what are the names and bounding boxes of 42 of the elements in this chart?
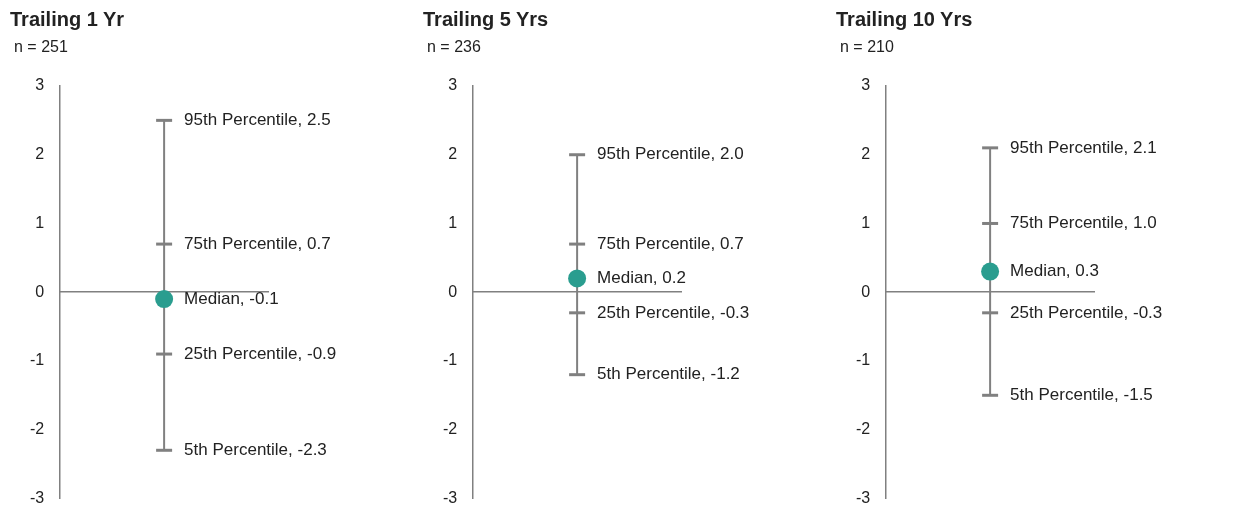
chart-title: Trailing 1 Yr bbox=[10, 8, 125, 31]
y-tick-label: -1 bbox=[855, 351, 871, 369]
y-tick-label: 1 bbox=[448, 213, 458, 231]
chart-title: Trailing 10 Yrs bbox=[836, 8, 973, 31]
annotation: 5th Percentile, -1.5 bbox=[1010, 384, 1153, 404]
chart-subtitle: n = 251 bbox=[14, 38, 68, 56]
chart-title: Trailing 5 Yrs bbox=[423, 8, 549, 31]
y-tick-label: -2 bbox=[855, 420, 871, 438]
annotation: 25th Percentile, -0.3 bbox=[1010, 302, 1163, 322]
annotation: 95th Percentile, 2.1 bbox=[1010, 137, 1157, 157]
y-tick-label: -1 bbox=[442, 351, 458, 369]
annotation: Median, -0.1 bbox=[184, 288, 279, 308]
y-tick-label: 3 bbox=[861, 76, 871, 94]
annotation: 75th Percentile, 0.7 bbox=[184, 233, 331, 253]
annotation: 5th Percentile, -1.2 bbox=[597, 364, 740, 384]
y-tick-label: 1 bbox=[35, 213, 45, 231]
y-tick-label: -1 bbox=[29, 351, 45, 369]
annotation: 95th Percentile, 2.5 bbox=[184, 110, 331, 130]
annotation: Median, 0.3 bbox=[1010, 261, 1099, 281]
y-tick-label: -3 bbox=[29, 488, 45, 506]
annotation: 25th Percentile, -0.3 bbox=[597, 302, 750, 322]
y-tick-label: 3 bbox=[35, 76, 45, 94]
annotation: 75th Percentile, 1.0 bbox=[1010, 213, 1157, 233]
y-tick-label: 0 bbox=[861, 282, 871, 300]
y-tick-label: 0 bbox=[448, 282, 458, 300]
annotation: 95th Percentile, 2.0 bbox=[597, 144, 744, 164]
y-tick-label: 0 bbox=[35, 282, 45, 300]
y-tick-label: -2 bbox=[442, 420, 458, 438]
y-tick-label: 2 bbox=[448, 145, 458, 163]
annotation: 25th Percentile, -0.9 bbox=[184, 343, 337, 363]
chart-subtitle: n = 210 bbox=[840, 38, 894, 56]
chart-subtitle: n = 236 bbox=[427, 38, 481, 56]
y-tick-label: 3 bbox=[448, 76, 458, 94]
y-tick-label: -3 bbox=[442, 488, 458, 506]
annotation: 75th Percentile, 0.7 bbox=[597, 233, 744, 253]
y-tick-label: 1 bbox=[861, 213, 871, 231]
annotation: Median, 0.2 bbox=[597, 268, 686, 288]
y-tick-label: 2 bbox=[35, 145, 45, 163]
y-tick-label: -2 bbox=[29, 420, 45, 438]
annotation: 5th Percentile, -2.3 bbox=[184, 439, 327, 459]
y-tick-label: -3 bbox=[855, 488, 871, 506]
y-tick-label: 2 bbox=[861, 145, 871, 163]
